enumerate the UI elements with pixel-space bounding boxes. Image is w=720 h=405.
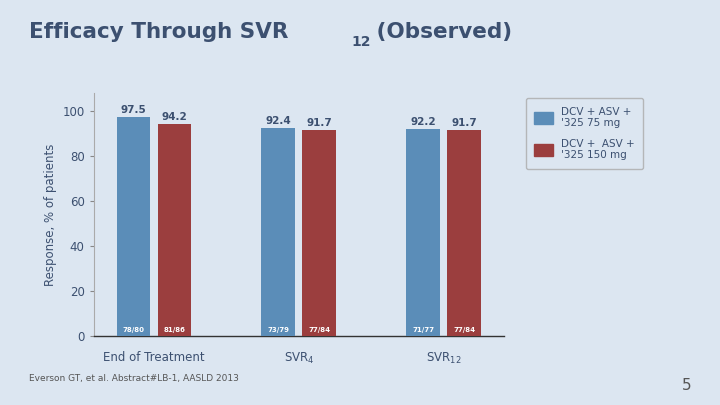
Text: 81/86: 81/86: [163, 327, 186, 333]
Text: 78/80: 78/80: [122, 327, 145, 333]
Bar: [261, 128, 295, 336]
Text: 12: 12: [351, 35, 371, 49]
Text: 71/77: 71/77: [412, 327, 434, 333]
Text: 94.2: 94.2: [161, 113, 187, 122]
Text: Everson GT, et al. Abstract#LB-1, AASLD 2013: Everson GT, et al. Abstract#LB-1, AASLD …: [29, 374, 238, 383]
Text: 92.4: 92.4: [266, 117, 291, 126]
Text: Efficacy Through SVR: Efficacy Through SVR: [29, 22, 288, 42]
Text: (Observed): (Observed): [369, 22, 513, 42]
Text: 77/84: 77/84: [453, 327, 475, 333]
Text: 97.5: 97.5: [120, 105, 146, 115]
Text: 77/84: 77/84: [308, 327, 330, 333]
Legend: DCV + ASV +
'325 75 mg, DCV +  ASV +
'325 150 mg: DCV + ASV + '325 75 mg, DCV + ASV + '325…: [526, 98, 643, 168]
Bar: [158, 124, 192, 336]
Text: 5: 5: [682, 378, 691, 393]
Y-axis label: Response, % of patients: Response, % of patients: [44, 143, 57, 286]
Bar: [117, 117, 150, 336]
Text: 92.2: 92.2: [410, 117, 436, 127]
Text: SVR$_{4}$: SVR$_{4}$: [284, 351, 314, 366]
Bar: [302, 130, 336, 336]
Text: 91.7: 91.7: [451, 118, 477, 128]
Bar: [406, 129, 440, 336]
Text: SVR$_{12}$: SVR$_{12}$: [426, 351, 462, 366]
Text: 91.7: 91.7: [307, 118, 332, 128]
Text: 73/79: 73/79: [267, 327, 289, 333]
Text: End of Treatment: End of Treatment: [103, 351, 204, 364]
Bar: [447, 130, 481, 336]
